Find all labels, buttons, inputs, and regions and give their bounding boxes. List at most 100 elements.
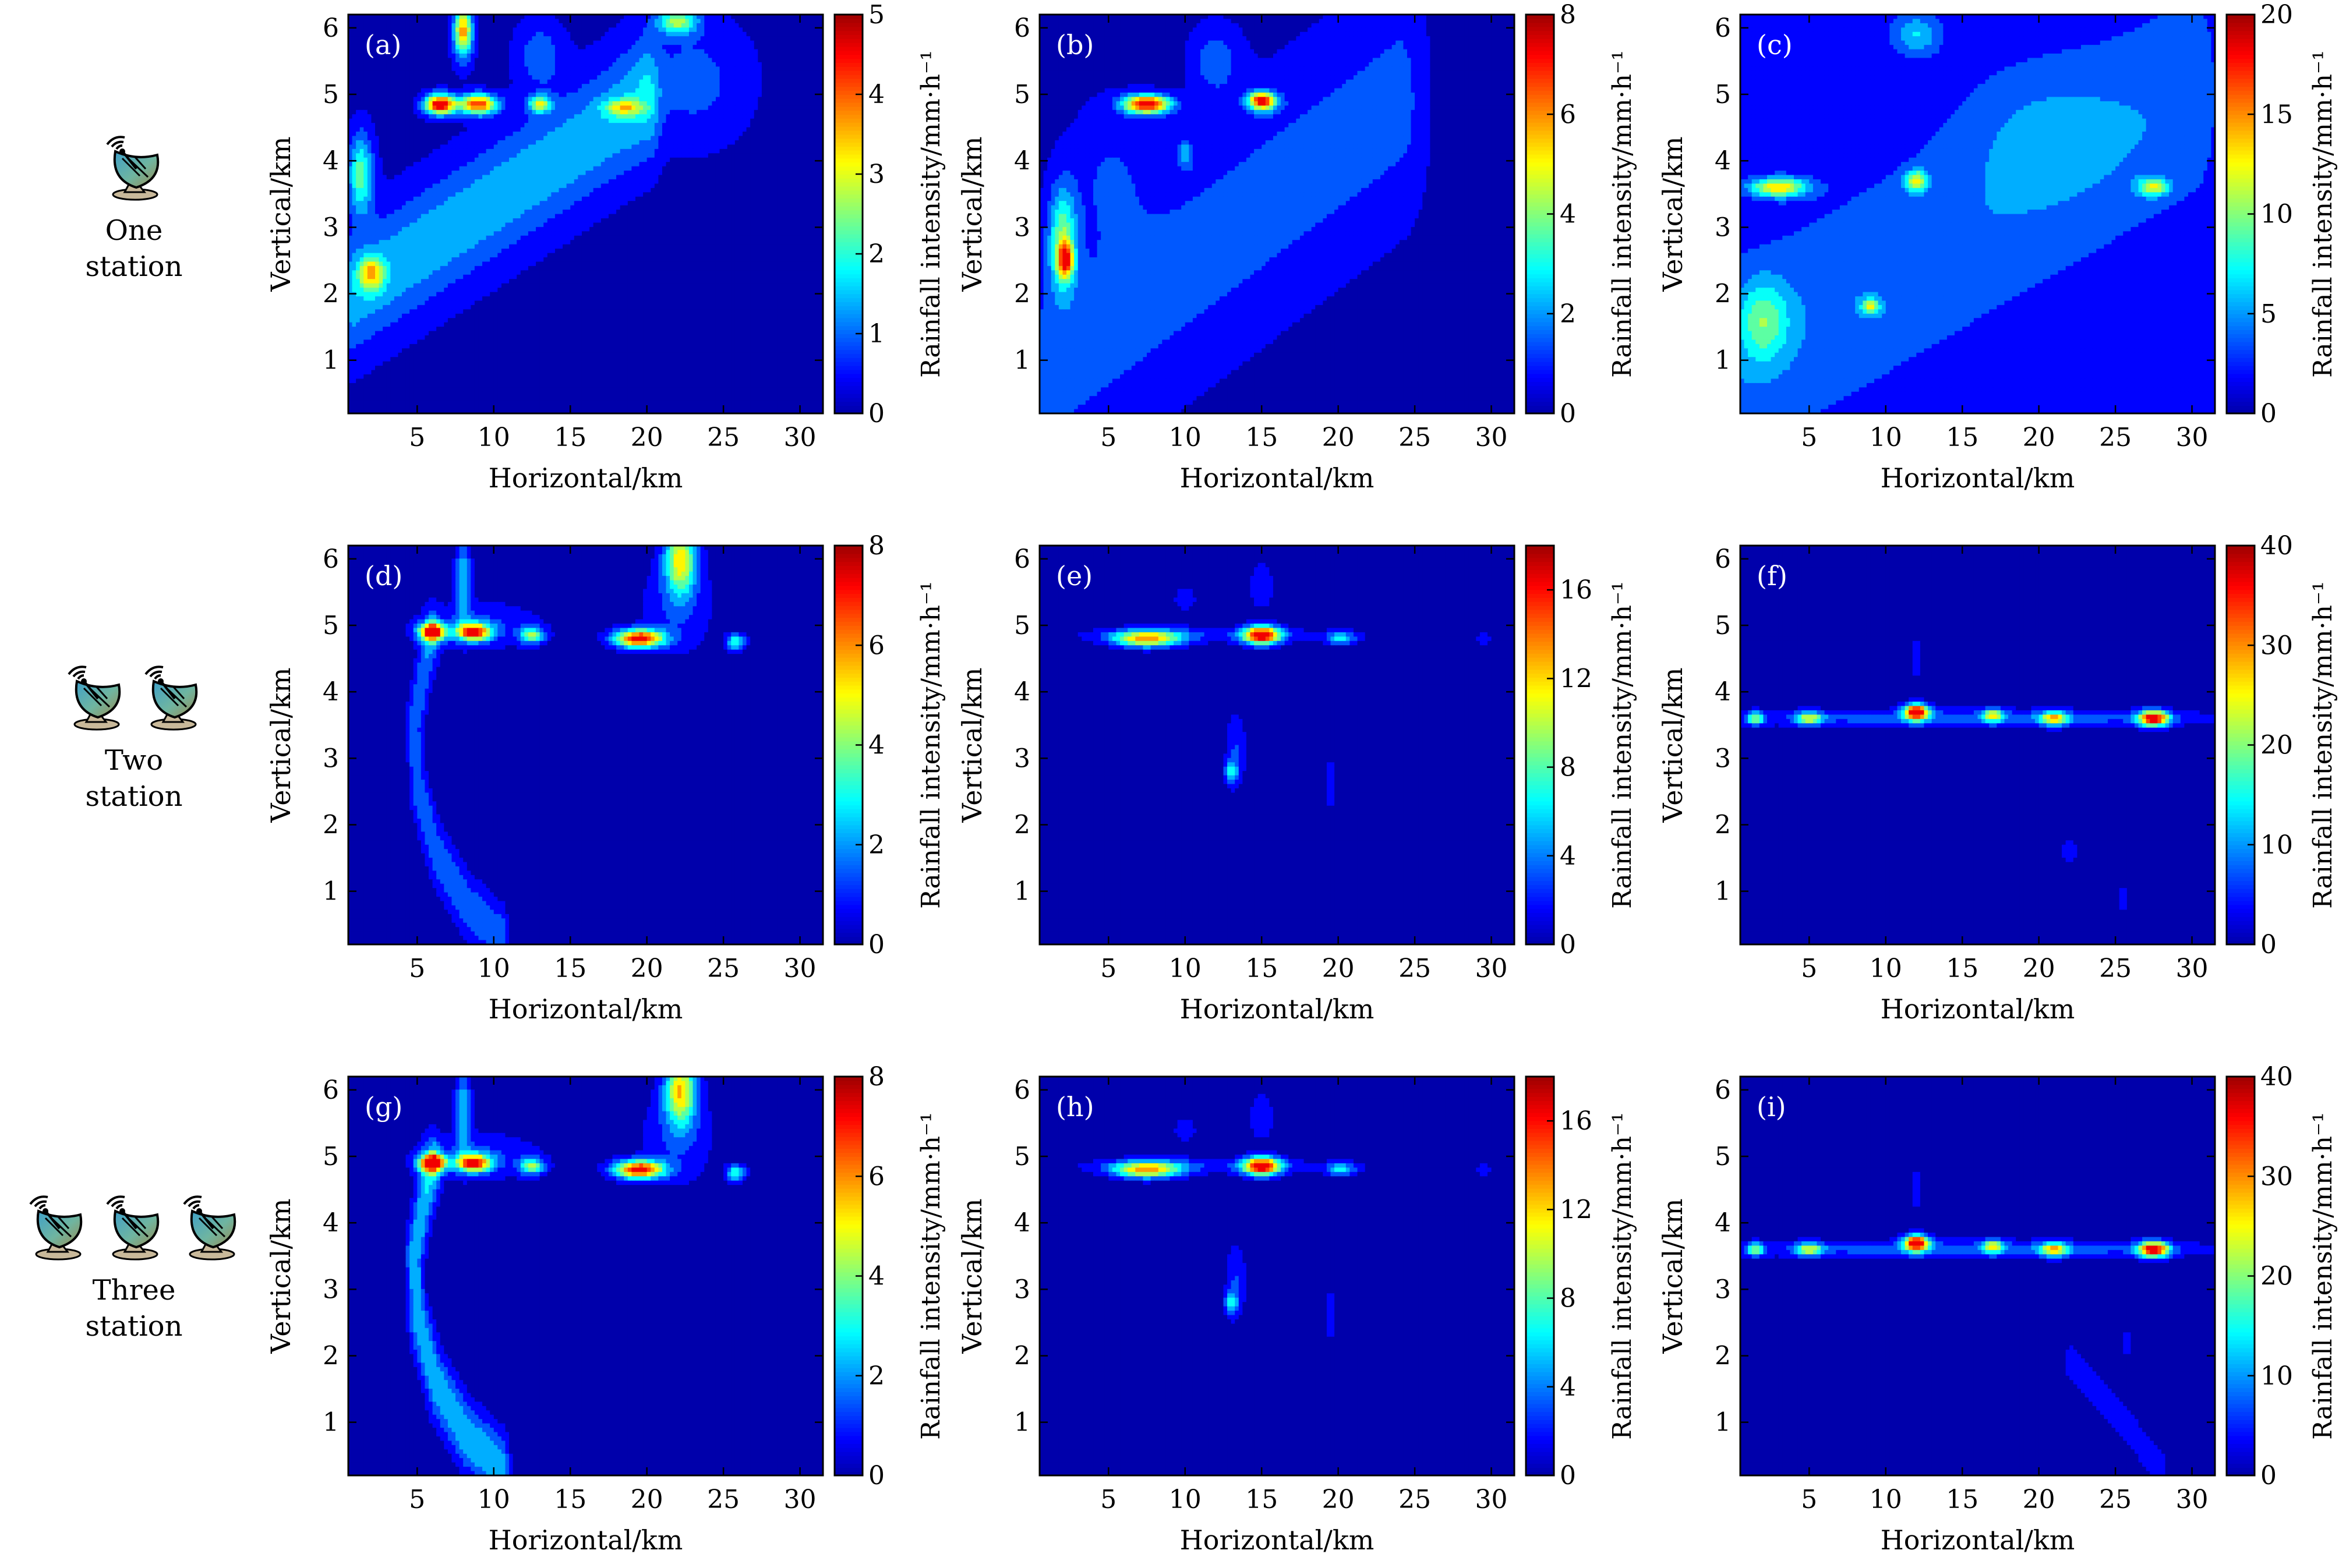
heat-cell bbox=[735, 71, 739, 76]
heat-cell bbox=[808, 71, 812, 76]
heat-cell bbox=[429, 89, 433, 93]
heat-cell bbox=[750, 41, 754, 45]
heat-cell bbox=[643, 36, 647, 41]
heat-cell bbox=[570, 110, 574, 115]
heat-cell bbox=[708, 89, 712, 93]
heat-cell bbox=[647, 97, 651, 101]
heat-cell bbox=[505, 45, 509, 49]
heat-cell bbox=[674, 158, 678, 162]
heat-cell bbox=[697, 66, 701, 71]
heat-cell bbox=[739, 119, 743, 123]
heat-cell bbox=[704, 162, 708, 167]
heat-cell bbox=[811, 54, 815, 58]
heat-cell bbox=[605, 36, 609, 41]
heat-cell bbox=[639, 171, 644, 175]
heat-cell bbox=[379, 62, 383, 67]
heat-cell bbox=[674, 80, 678, 84]
heat-cell bbox=[773, 54, 778, 58]
heat-cell bbox=[589, 132, 593, 136]
heat-cell bbox=[398, 123, 402, 128]
heat-cell bbox=[444, 175, 448, 179]
heat-cell bbox=[773, 128, 778, 132]
heat-cell bbox=[433, 123, 437, 128]
heat-cell bbox=[463, 23, 467, 28]
heat-cell bbox=[356, 45, 360, 49]
heat-cell bbox=[398, 171, 402, 175]
heat-cell bbox=[451, 153, 455, 158]
heat-cell bbox=[563, 158, 567, 162]
heat-cell bbox=[792, 101, 796, 106]
heat-cell bbox=[651, 54, 655, 58]
heat-cell bbox=[750, 175, 754, 179]
heat-cell bbox=[613, 128, 617, 132]
heat-cell bbox=[448, 105, 452, 110]
heat-cell bbox=[383, 158, 387, 162]
heat-cell bbox=[505, 175, 509, 179]
heat-cell bbox=[670, 45, 674, 49]
heat-cell bbox=[658, 54, 662, 58]
heat-cell bbox=[792, 89, 796, 93]
heat-cell bbox=[765, 132, 769, 136]
heat-cell bbox=[482, 97, 486, 101]
heat-cell bbox=[781, 144, 785, 149]
heat-cell bbox=[815, 175, 819, 179]
heat-cell bbox=[356, 62, 360, 67]
heat-cell bbox=[739, 45, 743, 49]
heat-cell bbox=[505, 110, 509, 115]
heat-cell bbox=[394, 171, 398, 175]
heat-cell bbox=[792, 175, 796, 179]
heat-cell bbox=[455, 75, 460, 80]
heat-cell bbox=[662, 19, 666, 23]
heat-cell bbox=[547, 66, 552, 71]
heat-cell bbox=[643, 132, 647, 136]
heat-cell bbox=[796, 149, 800, 154]
heat-cell bbox=[559, 75, 563, 80]
heat-cell bbox=[414, 110, 418, 115]
heat-cell bbox=[597, 66, 601, 71]
heat-cell bbox=[463, 45, 467, 49]
heat-cell bbox=[701, 140, 705, 145]
heat-cell bbox=[693, 183, 697, 188]
heat-cell bbox=[440, 183, 444, 188]
heat-cell bbox=[796, 128, 800, 132]
heat-cell bbox=[747, 123, 751, 128]
heat-cell bbox=[482, 71, 486, 76]
heat-cell bbox=[482, 158, 486, 162]
heat-cell bbox=[620, 49, 624, 54]
heat-cell bbox=[597, 167, 601, 171]
heat-cell bbox=[414, 153, 418, 158]
heat-cell bbox=[563, 128, 567, 132]
heat-cell bbox=[613, 19, 617, 23]
heat-cell bbox=[716, 149, 720, 154]
heat-cell bbox=[551, 58, 555, 62]
heat-cell bbox=[360, 140, 364, 145]
heat-cell bbox=[785, 71, 789, 76]
heat-cell bbox=[570, 66, 574, 71]
heat-cell bbox=[559, 80, 563, 84]
heat-cell bbox=[777, 175, 781, 179]
heat-cell bbox=[720, 58, 724, 62]
heat-cell bbox=[368, 175, 372, 179]
heat-cell bbox=[582, 89, 586, 93]
heat-cell bbox=[631, 84, 635, 89]
heat-cell bbox=[425, 66, 429, 71]
heat-cell bbox=[559, 19, 563, 23]
heat-cell bbox=[578, 49, 582, 54]
heat-cell bbox=[497, 140, 501, 145]
heat-cell bbox=[620, 41, 624, 45]
heat-cell bbox=[639, 110, 644, 115]
heat-cell bbox=[624, 32, 628, 37]
heat-cell bbox=[613, 158, 617, 162]
heat-cell bbox=[375, 19, 379, 23]
heat-cell bbox=[387, 149, 391, 154]
heat-cell bbox=[647, 27, 651, 32]
heat-cell bbox=[811, 36, 815, 41]
heat-cell bbox=[555, 71, 559, 76]
heat-cell bbox=[494, 62, 498, 67]
heat-cell bbox=[490, 110, 494, 115]
heat-cell bbox=[471, 80, 475, 84]
heat-cell bbox=[455, 149, 460, 154]
heat-cell bbox=[524, 128, 528, 132]
heat-cell bbox=[781, 89, 785, 93]
heat-cell bbox=[758, 153, 762, 158]
